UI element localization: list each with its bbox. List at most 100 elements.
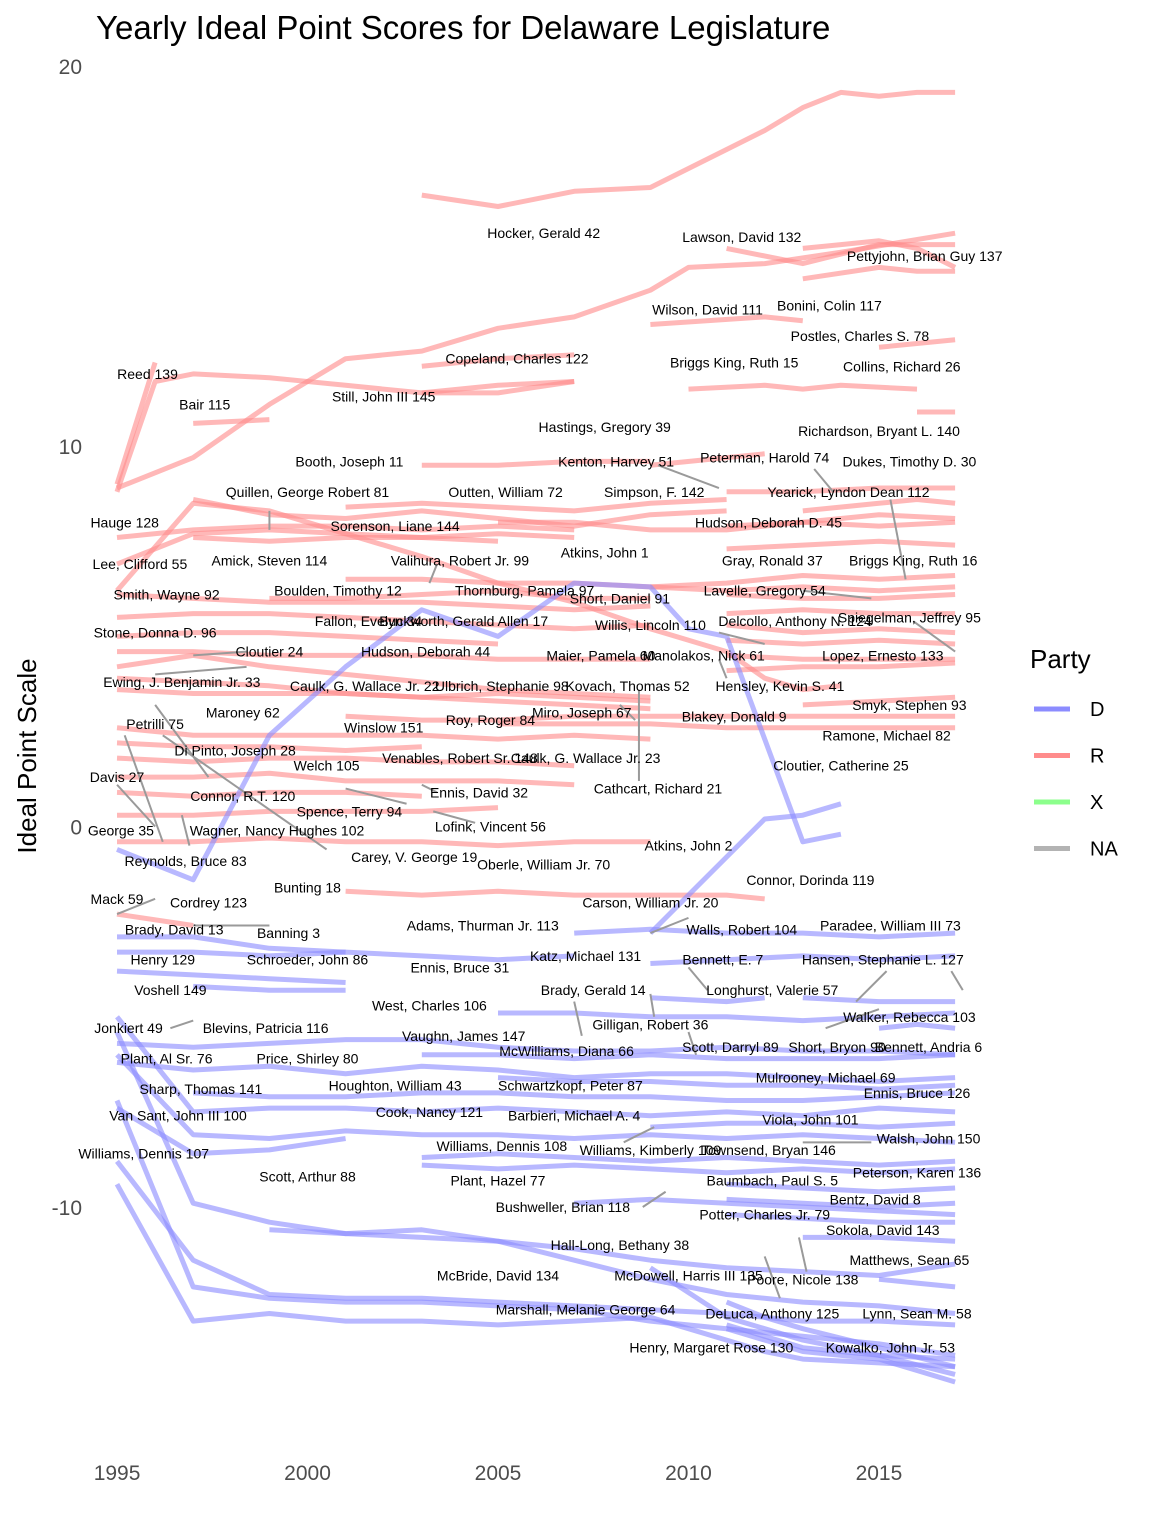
label-connector-10 [619,704,636,721]
legislator-label-27: Amick, Steven 114 [212,552,328,568]
label-connector-17 [123,734,164,843]
legislator-label-49: Caulk, G. Wallace Jr. 22 [290,678,440,694]
legislator-label-107: Plant, Al Sr. 76 [121,1051,213,1067]
series-line-d-78 [421,1162,956,1176]
legislator-label-74: Atkins, John 2 [645,838,733,854]
series-line-r-2 [116,230,956,491]
legislator-label-66: Davis 27 [90,769,145,785]
legislator-label-72: George 35 [88,822,154,838]
legislator-label-19: Quillen, George Robert 81 [226,484,390,500]
label-connector-35 [642,1190,667,1208]
legislator-label-117: Viola, John 101 [762,1112,858,1128]
series-line-d-64 [650,995,765,1005]
legislator-label-21: Simpson, F. 142 [604,484,705,500]
legislator-label-109: Mulrooney, Michael 69 [756,1070,896,1086]
legislator-label-124: Scott, Arthur 88 [259,1169,356,1185]
series-line-r-15 [421,458,651,468]
legislator-label-68: Ennis, David 32 [430,784,528,800]
label-connector-12 [193,650,247,657]
series-line-r-54 [345,888,765,902]
legend-label-x: X [1090,792,1103,814]
legislator-label-87: Walls, Robert 104 [686,921,797,937]
label-connector-22 [116,897,156,916]
label-connector-19 [345,787,407,805]
series-line-d-77 [421,1151,956,1168]
series-line-d-68 [116,1037,956,1058]
label-connector-26 [855,970,888,1003]
legislator-label-93: Ennis, Bruce 31 [410,959,509,975]
legislator-label-61: Di Pinto, Joseph 28 [174,743,296,759]
series-line-r-53 [117,835,651,849]
label-connector-18 [180,814,191,846]
legislator-label-4: Wilson, David 111 [652,301,763,317]
legislator-label-25: Hudson, Deborah D. 45 [695,514,842,530]
series-lines [114,89,957,1385]
series-line-r-37 [726,637,956,647]
legislator-label-44: Hudson, Deborah 44 [361,644,490,660]
legislator-label-6: Postles, Charles S. 78 [791,328,930,344]
legislator-label-83: Adams, Thurman Jr. 113 [407,918,559,934]
legislator-label-128: Bushweller, Brian 118 [496,1199,631,1215]
legislator-label-55: Miro, Joseph 67 [532,705,632,721]
legislator-label-98: Walker, Rebecca 103 [843,1009,976,1025]
series-line-d-92 [649,1265,956,1377]
legislator-label-96: Longhurst, Valerie 57 [706,982,838,998]
series-line-r-19 [802,497,956,514]
legislator-label-18: Dukes, Timothy D. 30 [842,453,976,469]
legislator-label-7: Copeland, Charles 122 [445,351,588,367]
x-tick-2005: 2005 [475,1462,522,1485]
series-line-r-45 [345,713,956,723]
label-connector-37 [763,1256,781,1299]
legislator-label-115: Cook, Nancy 121 [376,1104,484,1120]
series-line-r-30 [726,592,956,601]
label-connector-7 [912,620,956,653]
series-line-d-80 [726,1196,956,1210]
legislator-label-73: Wagner, Nancy Hughes 102 [190,822,365,838]
legend-label-r: R [1090,746,1104,768]
y-axis-title: Ideal Point Scale [12,658,42,853]
legislator-label-90: Schroeder, John 86 [247,952,369,968]
label-connector-31 [687,1031,698,1056]
legislator-label-85: Brady, David 13 [125,921,224,937]
series-line-d-81 [574,1196,956,1218]
series-line-r-40 [116,652,651,700]
legislator-label-135: Poore, Nicole 138 [747,1271,859,1287]
legislator-label-45: Maier, Pamela 60 [546,647,655,663]
legislator-label-111: Houghton, William 43 [329,1077,462,1093]
legislator-label-40: Willis, Lincoln 110 [595,617,706,633]
legislator-label-2: Lawson, David 132 [682,229,801,245]
y-tick-10: 10 [59,436,82,459]
legislator-label-118: Walsh, John 150 [877,1131,981,1147]
series-line-d-63 [650,953,956,966]
legislator-label-35: Smith, Wayne 92 [114,587,220,603]
series-line-r-51 [116,789,422,799]
legislator-label-34: Lavelle, Gregory 54 [704,583,826,599]
legislator-label-113: Ennis, Bruce 126 [864,1085,971,1101]
series-line-r-22 [498,519,956,533]
series-line-r-55 [116,911,194,928]
legislator-label-129: Potter, Charles Jr. 79 [699,1207,830,1223]
legislator-label-116: Barbieri, Michael A. 4 [508,1108,640,1124]
label-connector-30 [573,1001,583,1037]
legislator-label-120: Williams, Kimberly 109 [580,1142,722,1158]
series-line-r-25 [116,527,499,567]
series-line-d-91 [114,1182,956,1370]
legislator-label-101: Blevins, Patricia 116 [203,1020,329,1036]
label-connector-29 [649,993,656,1017]
legislator-label-103: Scott, Darryl 89 [682,1039,779,1055]
label-connector-21 [432,810,476,824]
series-line-d-58 [117,934,346,955]
legislator-label-99: Gilligan, Robert 36 [592,1016,708,1032]
legislator-label-76: Reynolds, Bruce 83 [125,853,247,869]
label-connectors [116,464,964,1299]
series-line-d-65 [802,995,956,1005]
legislator-label-23: Hauge 128 [90,514,159,530]
legislator-label-105: Bennett, Andria 6 [875,1039,983,1055]
label-connector-32 [170,1019,194,1030]
series-line-d-70 [116,1059,956,1084]
series-line-d-79 [726,1181,956,1195]
legislator-label-136: Marshall, Melanie George 64 [496,1302,676,1318]
series-line-r-5 [802,264,956,282]
series-line-r-18 [345,497,727,514]
series-line-r-43 [802,694,956,708]
